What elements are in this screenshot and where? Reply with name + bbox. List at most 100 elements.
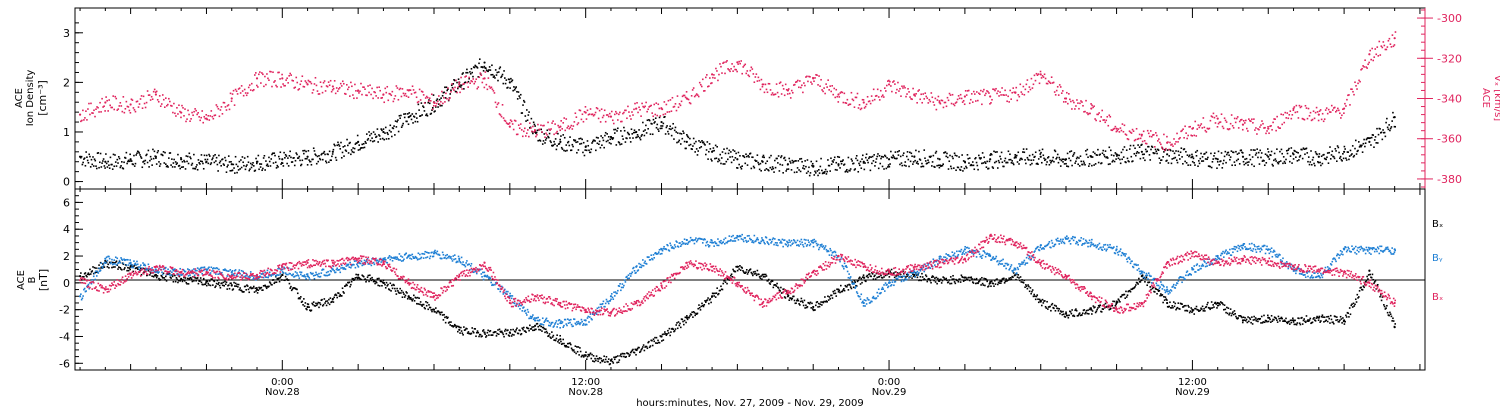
ion-density-point [1386, 126, 1389, 129]
vx-point [539, 128, 541, 131]
ion-density-point [607, 135, 610, 138]
bx-point [1197, 309, 1199, 311]
vx-point [158, 95, 161, 97]
vx-point [769, 89, 772, 91]
ion-density-point [1257, 156, 1259, 159]
vx-point [1053, 91, 1056, 93]
ion-density-point [1235, 159, 1238, 162]
ion-density-point [1199, 157, 1202, 160]
bx-point [905, 273, 908, 276]
ion-density-point [321, 158, 324, 161]
vx-point [803, 82, 805, 84]
vx-point [477, 86, 480, 88]
ion-density-point [376, 128, 379, 130]
ion-density-point [212, 157, 214, 159]
vx-point [1274, 118, 1276, 121]
bx-point [688, 316, 690, 319]
ion-density-point [219, 160, 222, 162]
bx-point [971, 277, 973, 280]
ion-density-point [89, 155, 91, 158]
bx-point [801, 300, 803, 302]
ion-density-point [1374, 136, 1377, 138]
vx-point [323, 80, 326, 82]
bx-point [779, 290, 781, 292]
bx-point [1117, 298, 1120, 301]
bx-point [337, 292, 340, 295]
vx-point [1368, 61, 1370, 64]
bx-point [1095, 310, 1098, 313]
vx-point [569, 126, 572, 129]
vx-point [442, 102, 444, 105]
vx-point [1268, 132, 1270, 135]
vx-point [379, 89, 381, 92]
vx-point [1197, 124, 1200, 126]
vx-point [1180, 130, 1182, 133]
vx-point [575, 116, 578, 118]
vx-point [435, 105, 437, 107]
bx-point [224, 280, 226, 283]
vx-point [274, 80, 276, 82]
ion-density-point [871, 162, 873, 165]
ion-density-point [498, 67, 501, 70]
ion-density-point [694, 151, 696, 153]
bx-point [364, 278, 367, 280]
ion-density-point [689, 143, 692, 146]
vx-point [1200, 123, 1203, 125]
ion-density-point [639, 137, 641, 139]
vx-point [331, 89, 334, 91]
bx-point [1227, 307, 1230, 309]
ion-density-point [227, 164, 229, 166]
bx-point [916, 276, 919, 279]
bx-point [664, 331, 666, 333]
vx-point [181, 104, 183, 107]
ion-density-point [522, 99, 525, 102]
ion-density-point [135, 154, 138, 156]
ion-density-point [1070, 150, 1073, 152]
ion-density-point [112, 153, 115, 156]
ion-density-point [192, 167, 194, 170]
ion-density-point [1297, 152, 1299, 154]
bx-point [858, 276, 861, 279]
bx-point [832, 290, 835, 293]
bx-point [1091, 313, 1093, 315]
bx-point [284, 275, 287, 278]
vx-point [270, 70, 272, 73]
ion-density-point [1337, 146, 1340, 149]
ion-density-point [623, 129, 626, 132]
ion-density-point [408, 112, 411, 114]
ion-density-point [514, 87, 517, 90]
bx-point [1149, 286, 1152, 288]
vx-point [573, 121, 576, 123]
vx-point [285, 79, 287, 81]
ion-density-point [1292, 158, 1295, 160]
ion-density-point [515, 86, 517, 88]
ion-density-point [1162, 156, 1164, 158]
vx-point [279, 78, 281, 80]
bx-point [390, 290, 392, 292]
ion-density-point [1389, 127, 1392, 130]
bx-point [177, 281, 179, 284]
bx-point [993, 279, 996, 282]
vx-point [215, 104, 218, 106]
ion-density-point [202, 162, 204, 165]
vx-point [678, 103, 681, 105]
ion-density-point [874, 165, 876, 167]
ion-density-point [1348, 155, 1351, 157]
ion-density-point [416, 120, 419, 123]
bx-point [252, 285, 255, 288]
bx-point [117, 266, 120, 268]
ion-density-point [819, 165, 822, 168]
vx-point [545, 132, 547, 135]
bx-point [244, 285, 247, 288]
ion-density-point [1241, 152, 1244, 154]
bx-point [400, 289, 403, 292]
ion-density-datapoint [963, 160, 966, 163]
bx-point [533, 329, 536, 332]
ion-density-point [1260, 152, 1263, 154]
bx-point [996, 278, 998, 280]
ion-density-point [1328, 151, 1331, 154]
ion-density-point [1266, 148, 1269, 150]
bx-point [1145, 276, 1148, 279]
ion-density-point [1031, 162, 1033, 165]
ion-density-point [962, 160, 965, 162]
